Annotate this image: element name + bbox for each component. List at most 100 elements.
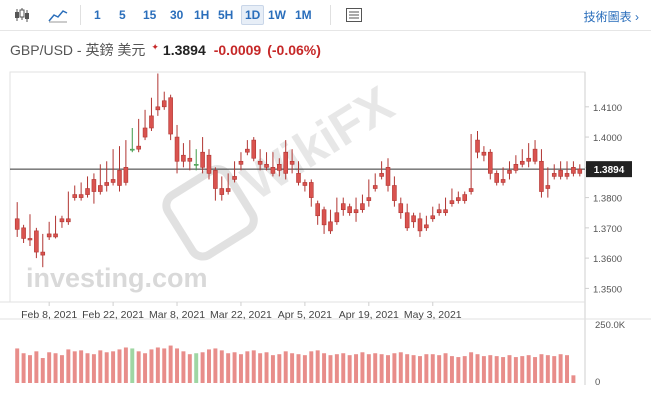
candle-body[interactable]: [78, 194, 84, 198]
candle-body[interactable]: [519, 160, 525, 165]
candle-body[interactable]: [430, 215, 436, 220]
candle-body[interactable]: [488, 151, 493, 174]
candle-body[interactable]: [104, 182, 109, 186]
candle-body[interactable]: [193, 164, 199, 166]
candle-body[interactable]: [34, 230, 39, 253]
candle-body[interactable]: [309, 182, 314, 198]
candle-body[interactable]: [526, 157, 531, 162]
candle-body[interactable]: [539, 160, 544, 192]
candle-body[interactable]: [564, 173, 570, 177]
timeframe-15[interactable]: 15: [143, 8, 157, 22]
candle-body[interactable]: [494, 173, 499, 183]
candle-body[interactable]: [507, 170, 512, 174]
candle-body[interactable]: [123, 167, 129, 183]
candle-body[interactable]: [277, 164, 282, 171]
candle-body[interactable]: [449, 200, 455, 204]
timeframe-30[interactable]: 30: [170, 8, 184, 22]
timeframe-5h[interactable]: 5H: [218, 8, 234, 22]
candle-body[interactable]: [232, 176, 237, 180]
candle-body[interactable]: [66, 218, 71, 223]
candle-body[interactable]: [117, 170, 122, 186]
candle-body[interactable]: [142, 127, 148, 138]
candle-body[interactable]: [443, 209, 448, 214]
candle-body[interactable]: [168, 97, 173, 135]
candle-body[interactable]: [347, 206, 352, 214]
candle-body[interactable]: [27, 238, 33, 241]
candle-body[interactable]: [155, 106, 161, 111]
candlestick-icon[interactable]: [10, 5, 34, 25]
candle-body[interactable]: [558, 170, 563, 177]
candle-body[interactable]: [577, 168, 583, 174]
candle-body[interactable]: [213, 170, 218, 189]
timeframe-1d[interactable]: 1D: [241, 5, 265, 25]
candle-body[interactable]: [366, 197, 372, 201]
candle-body[interactable]: [456, 197, 461, 201]
area-chart-icon[interactable]: [46, 5, 70, 25]
candle-body[interactable]: [417, 218, 423, 232]
candle-body[interactable]: [462, 194, 468, 201]
candle-body[interactable]: [436, 209, 442, 214]
candle-body[interactable]: [411, 215, 416, 223]
candle-body[interactable]: [110, 179, 116, 183]
candle-body[interactable]: [257, 160, 263, 165]
timeframe-5[interactable]: 5: [119, 8, 126, 22]
timeframe-1m[interactable]: 1M: [295, 8, 312, 22]
candle-body[interactable]: [481, 151, 487, 156]
candle-body[interactable]: [219, 188, 225, 195]
candle-body[interactable]: [424, 224, 429, 229]
candle-body[interactable]: [283, 151, 288, 174]
candle-body[interactable]: [14, 218, 20, 230]
candle-body[interactable]: [187, 157, 193, 162]
candle-body[interactable]: [98, 185, 103, 192]
candle-body[interactable]: [206, 154, 212, 174]
candle-body[interactable]: [385, 167, 391, 186]
candle-body[interactable]: [321, 209, 327, 226]
candle-body[interactable]: [392, 185, 397, 201]
candle-body[interactable]: [571, 167, 576, 174]
news-icon[interactable]: [342, 5, 366, 25]
candle-body[interactable]: [475, 139, 480, 153]
candle-body[interactable]: [372, 185, 378, 189]
candle-body[interactable]: [181, 154, 186, 162]
candle-body[interactable]: [21, 227, 26, 239]
candle-body[interactable]: [53, 233, 58, 238]
candle-body[interactable]: [315, 203, 320, 217]
candle-body[interactable]: [46, 233, 52, 238]
candle-body[interactable]: [379, 173, 384, 177]
candle-body[interactable]: [161, 100, 167, 108]
candle-body[interactable]: [545, 185, 551, 189]
candle-body[interactable]: [59, 218, 65, 223]
candle-body[interactable]: [468, 188, 474, 192]
candle-body[interactable]: [245, 148, 250, 153]
candle-body[interactable]: [129, 148, 135, 151]
candle-body[interactable]: [270, 167, 276, 174]
candle-body[interactable]: [225, 188, 231, 192]
candle-body[interactable]: [174, 136, 180, 162]
candle-body[interactable]: [91, 179, 97, 192]
timeframe-1[interactable]: 1: [94, 8, 101, 22]
candle-body[interactable]: [404, 212, 410, 229]
candle-body[interactable]: [85, 188, 90, 195]
candle-body[interactable]: [340, 203, 346, 210]
timeframe-1w[interactable]: 1W: [268, 8, 286, 22]
candle-body[interactable]: [551, 173, 557, 177]
candle-body[interactable]: [532, 148, 538, 162]
candle-body[interactable]: [296, 173, 301, 183]
tech-chart-link[interactable]: 技術圖表 ›: [584, 8, 639, 25]
candle-body[interactable]: [500, 179, 506, 183]
candle-body[interactable]: [360, 203, 365, 210]
timeframe-1h[interactable]: 1H: [194, 8, 210, 22]
candle-body[interactable]: [264, 164, 269, 168]
candle-body[interactable]: [398, 203, 404, 214]
candle-body[interactable]: [302, 182, 308, 186]
candle-body[interactable]: [238, 160, 244, 165]
candle-body[interactable]: [251, 139, 257, 159]
candle-body[interactable]: [149, 115, 154, 129]
candle-body[interactable]: [72, 194, 78, 198]
candle-body[interactable]: [136, 145, 141, 150]
candle-body[interactable]: [334, 212, 340, 223]
candle-body[interactable]: [328, 221, 333, 232]
candle-body[interactable]: [40, 251, 46, 256]
candle-body[interactable]: [200, 151, 205, 168]
